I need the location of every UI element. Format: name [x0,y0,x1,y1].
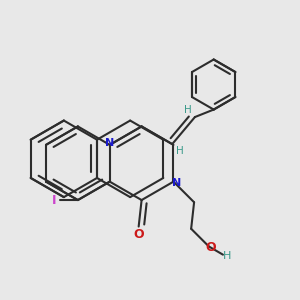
Text: N: N [172,178,181,188]
Text: O: O [205,242,216,254]
Text: H: H [184,105,191,115]
Text: H: H [176,146,183,156]
Text: H: H [223,251,232,261]
Text: N: N [105,138,114,148]
Text: I: I [52,194,56,207]
Text: O: O [134,228,144,241]
